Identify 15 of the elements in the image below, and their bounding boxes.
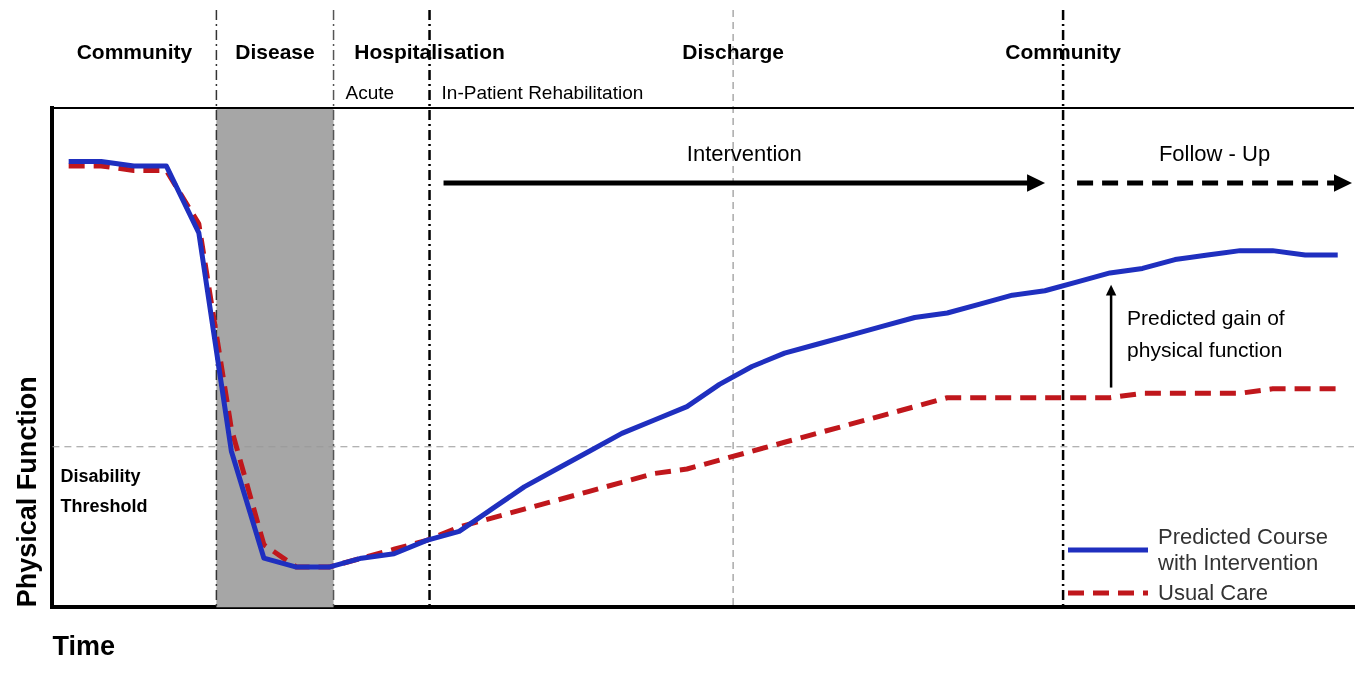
text: Discharge [682, 39, 784, 63]
text: Disease [235, 39, 315, 63]
legend-label: Usual Care [1158, 580, 1269, 606]
text: Hospitalisation [354, 39, 505, 63]
text: Community [1005, 39, 1122, 63]
y-axis-title: Physical Function [11, 376, 42, 608]
text: Community [76, 39, 193, 63]
annotation: Follow - Up [1158, 141, 1271, 167]
legend-label: Predicted Course with Intervention [1158, 524, 1329, 576]
x-axis-title: Time [52, 631, 115, 662]
annotation: Intervention [686, 141, 802, 167]
text: In-Patient Rehabilitation [441, 82, 644, 104]
ref-line-label: Disability Threshold [60, 465, 148, 516]
text: Acute [345, 82, 395, 104]
annotation: Predicted gain of physical function [1127, 305, 1285, 361]
